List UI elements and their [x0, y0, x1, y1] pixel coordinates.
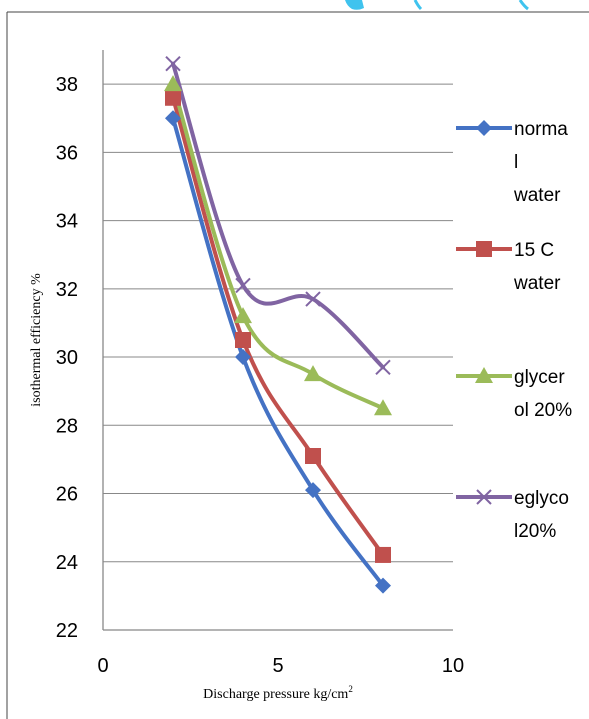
x-tick-labels: 0 5 10	[97, 655, 464, 677]
data-point-series-2	[165, 89, 181, 106]
x-tick-label: 0	[97, 655, 108, 677]
legend-label: water	[513, 185, 561, 206]
legend-swatch-marker	[476, 241, 492, 257]
data-point-series-1	[235, 349, 251, 366]
y-tick-label: 28	[56, 415, 78, 437]
y-tick-label: 38	[56, 74, 78, 96]
data-point-series-1	[165, 110, 181, 127]
y-tick-label: 36	[56, 142, 78, 164]
y-tick-label: 32	[56, 279, 78, 301]
marker-stroke	[165, 55, 181, 72]
data-point-series-4	[305, 291, 321, 307]
legend-item-1: norma l water	[456, 119, 568, 206]
y-tick-label: 22	[56, 620, 78, 642]
data-point-series-3	[374, 399, 392, 416]
data-point-series-2	[305, 448, 321, 464]
x-axis-title-main: Discharge pressure kg/cm	[203, 687, 348, 702]
data-point-series-1	[375, 577, 391, 594]
series-line-1	[171, 116, 385, 588]
legend-swatch-marker	[476, 120, 492, 136]
y-tick-label: 30	[56, 347, 78, 369]
data-point-series-3	[234, 307, 252, 324]
x-axis-title: Discharge pressure kg/cm2	[203, 684, 353, 702]
data-point-series-4	[235, 277, 251, 294]
legend-label: norma	[514, 119, 568, 140]
legend-item-3: glycer ol 20%	[456, 367, 572, 421]
series-markers	[164, 55, 392, 594]
legend-label: l	[514, 152, 518, 173]
legend-label: eglyco	[514, 488, 569, 509]
marker-stroke	[375, 359, 391, 376]
legend-label: l20%	[514, 521, 556, 542]
series-line-4	[171, 61, 385, 370]
x-tick-label: 5	[272, 655, 283, 677]
top-banner-fragment	[345, 0, 529, 11]
legend-swatch-marker	[476, 489, 492, 505]
data-point-series-2	[375, 546, 391, 563]
series-line-2	[171, 95, 385, 557]
x-axis-title-superscript: 2	[348, 684, 353, 694]
y-tick-label: 34	[56, 211, 78, 233]
series-lines	[171, 61, 385, 588]
marker-stroke	[305, 291, 321, 307]
legend-item-4: eglyco l20%	[456, 488, 569, 542]
gridlines	[103, 83, 453, 563]
marker-stroke	[235, 277, 251, 294]
legend-label: water	[513, 273, 561, 294]
data-point-series-4	[375, 359, 391, 376]
legend-label: ol 20%	[514, 400, 572, 421]
data-point-series-4	[165, 55, 181, 72]
y-tick-labels: 22 24 26 28 30 32 34 36 38	[56, 74, 78, 642]
legend-item-2: 15 C water	[456, 240, 561, 294]
legend: norma l water 15 C water glycer ol 20% eglyco l2…	[456, 119, 572, 542]
data-point-series-2	[235, 332, 251, 348]
data-point-series-3	[304, 365, 322, 382]
marker-stroke	[476, 489, 492, 505]
data-point-series-3	[164, 75, 182, 92]
legend-label: 15 C	[514, 240, 554, 261]
data-point-series-1	[305, 482, 321, 499]
legend-label: glycer	[514, 367, 565, 388]
series-line-3	[171, 82, 385, 411]
y-tick-label: 26	[56, 484, 78, 506]
x-tick-label: 10	[442, 655, 464, 677]
y-axis-title: isothermal efficiency %	[29, 273, 44, 407]
y-tick-label: 24	[56, 552, 78, 574]
legend-swatch-marker	[475, 367, 493, 383]
